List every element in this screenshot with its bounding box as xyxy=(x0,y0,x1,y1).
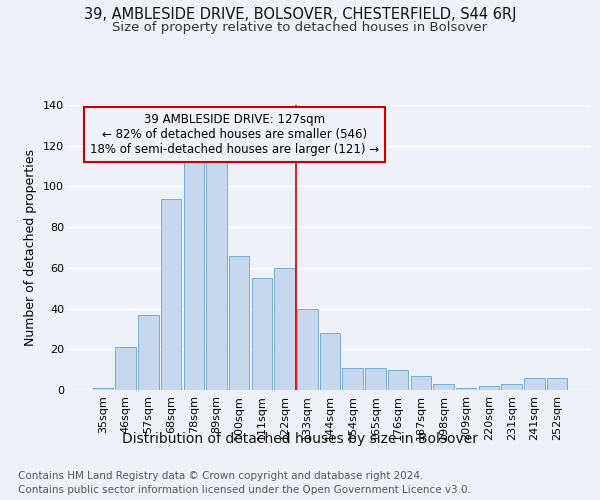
Bar xyxy=(343,368,363,390)
Bar xyxy=(115,347,136,390)
Text: 39 AMBLESIDE DRIVE: 127sqm
← 82% of detached houses are smaller (546)
18% of sem: 39 AMBLESIDE DRIVE: 127sqm ← 82% of deta… xyxy=(90,113,379,156)
Bar xyxy=(138,314,158,390)
Bar xyxy=(547,378,567,390)
Bar xyxy=(229,256,250,390)
Bar xyxy=(524,378,545,390)
Bar xyxy=(388,370,409,390)
Bar xyxy=(479,386,499,390)
Text: Distribution of detached houses by size in Bolsover: Distribution of detached houses by size … xyxy=(122,432,478,446)
Bar xyxy=(274,268,295,390)
Bar xyxy=(206,160,227,390)
Y-axis label: Number of detached properties: Number of detached properties xyxy=(25,149,37,346)
Bar xyxy=(502,384,522,390)
Text: 39, AMBLESIDE DRIVE, BOLSOVER, CHESTERFIELD, S44 6RJ: 39, AMBLESIDE DRIVE, BOLSOVER, CHESTERFI… xyxy=(84,8,516,22)
Bar xyxy=(365,368,386,390)
Bar xyxy=(456,388,476,390)
Bar xyxy=(161,198,181,390)
Text: Contains HM Land Registry data © Crown copyright and database right 2024.: Contains HM Land Registry data © Crown c… xyxy=(18,471,424,481)
Text: Contains public sector information licensed under the Open Government Licence v3: Contains public sector information licen… xyxy=(18,485,471,495)
Bar xyxy=(184,150,204,390)
Bar xyxy=(320,333,340,390)
Bar xyxy=(251,278,272,390)
Text: Size of property relative to detached houses in Bolsover: Size of property relative to detached ho… xyxy=(112,21,488,34)
Bar xyxy=(93,388,113,390)
Bar xyxy=(410,376,431,390)
Bar xyxy=(297,308,317,390)
Bar xyxy=(433,384,454,390)
